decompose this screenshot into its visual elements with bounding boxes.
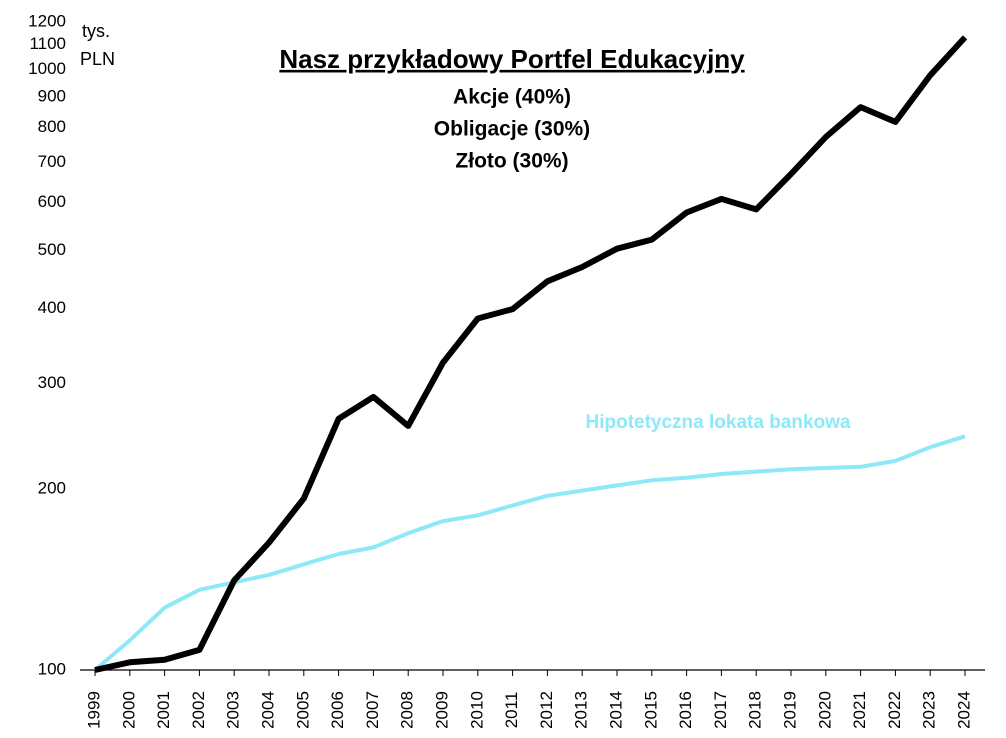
series-label: Hipotetyczna lokata bankowa — [585, 412, 850, 433]
subtitle-line: Obligacje (30%) — [434, 118, 590, 141]
x-tick-label: 2007 — [363, 691, 382, 729]
x-tick-label: 2011 — [502, 692, 521, 729]
y-tick-label: 800 — [38, 117, 66, 136]
x-tick-label: 2019 — [780, 691, 799, 729]
series-line — [94, 35, 968, 673]
y-tick-label: 700 — [38, 152, 66, 171]
x-tick-label: 2023 — [920, 691, 939, 729]
x-tick-label: 2016 — [676, 691, 695, 729]
x-tick-label: 2014 — [606, 691, 625, 729]
y-tick-label: 500 — [38, 240, 66, 259]
y-axis-label: tys. — [82, 21, 110, 41]
x-tick-label: 2004 — [258, 691, 277, 729]
y-tick-label: 900 — [38, 87, 66, 106]
y-tick-label: 600 — [38, 192, 66, 211]
x-tick-label: 2006 — [328, 691, 347, 729]
y-tick-label: 1000 — [28, 59, 66, 78]
y-axis-label: PLN — [80, 49, 115, 69]
x-tick-label: 2010 — [467, 691, 486, 729]
x-tick-label: 1999 — [84, 691, 103, 729]
y-tick-label: 200 — [38, 479, 66, 498]
y-tick-label: 300 — [38, 373, 66, 392]
x-tick-label: 2002 — [189, 691, 208, 729]
x-tick-label: 2013 — [572, 691, 591, 729]
y-tick-label: 1200 — [28, 11, 66, 30]
y-tick-label: 1100 — [29, 34, 66, 53]
x-tick-label: 2018 — [746, 691, 765, 729]
x-tick-label: 2000 — [119, 691, 138, 729]
x-tick-label: 2022 — [885, 691, 904, 729]
x-tick-label: 2015 — [641, 691, 660, 729]
x-tick-label: 2005 — [293, 691, 312, 729]
chart-title: Nasz przykładowy Portfel Edukacyjny — [279, 44, 745, 74]
subtitle-line: Akcje (40%) — [453, 86, 571, 109]
subtitle-line: Złoto (30%) — [455, 150, 568, 173]
y-tick-label: 100 — [38, 659, 66, 678]
x-tick-label: 2012 — [537, 691, 556, 729]
x-tick-label: 2021 — [850, 691, 869, 729]
y-tick-label: 400 — [38, 298, 66, 317]
x-tick-label: 2008 — [398, 691, 417, 729]
series-line — [93, 434, 966, 672]
x-tick-label: 2020 — [815, 691, 834, 729]
x-tick-label: 2024 — [954, 691, 973, 729]
x-tick-label: 2009 — [432, 691, 451, 729]
x-tick-label: 2001 — [154, 691, 173, 729]
x-tick-label: 2017 — [711, 691, 730, 729]
x-tick-label: 2003 — [224, 691, 243, 729]
